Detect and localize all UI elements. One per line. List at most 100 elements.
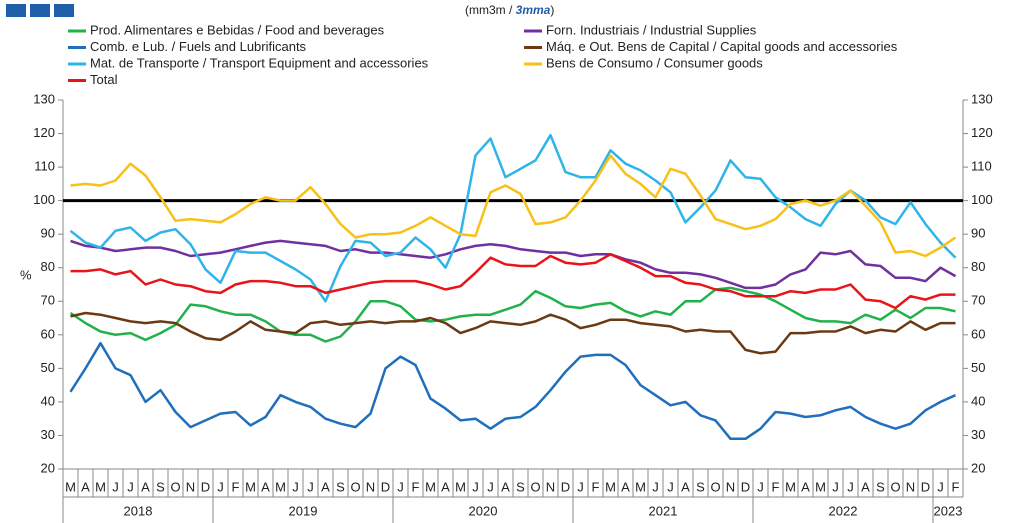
subtitle-emphasis: 3mma xyxy=(516,3,551,17)
y-tick-label: 20 xyxy=(41,460,55,475)
series-line xyxy=(69,286,956,343)
x-tick-label: O xyxy=(350,479,360,494)
x-tick-label: M xyxy=(95,479,106,494)
x-tick-label: J xyxy=(292,479,299,494)
x-tick-label: J xyxy=(757,479,764,494)
x-tick-label: J xyxy=(937,479,944,494)
x-tick-label: A xyxy=(681,479,690,494)
x-tick-label: A xyxy=(801,479,810,494)
x-tick-label: O xyxy=(710,479,720,494)
y-tick-label: 120 xyxy=(33,125,55,140)
x-tick-label: J xyxy=(832,479,839,494)
x-tick-label: S xyxy=(156,479,165,494)
x-tick-label: A xyxy=(141,479,150,494)
year-label: 2023 xyxy=(934,503,963,518)
legend-label: Comb. e Lub. / Fuels and Lubrificants xyxy=(90,39,307,54)
y-tick-label: 130 xyxy=(33,91,55,106)
x-tick-label: N xyxy=(186,479,195,494)
y2-tick-label: 100 xyxy=(971,192,993,207)
legend-label: Bens de Consumo / Consumer goods xyxy=(546,55,763,70)
x-tick-label: J xyxy=(847,479,854,494)
x-tick-label: F xyxy=(952,479,960,494)
y2-tick-label: 70 xyxy=(971,293,985,308)
legend-label: Forn. Industriais / Industrial Supplies xyxy=(546,22,757,37)
x-tick-label: M xyxy=(245,479,256,494)
x-tick-label: N xyxy=(546,479,555,494)
x-tick-label: N xyxy=(366,479,375,494)
year-label: 2022 xyxy=(829,503,858,518)
x-tick-label: M xyxy=(635,479,646,494)
y-tick-label: 70 xyxy=(41,293,55,308)
x-tick-label: M xyxy=(455,479,466,494)
y2-tick-label: 20 xyxy=(971,460,985,475)
header-block xyxy=(30,4,50,17)
y2-tick-label: 130 xyxy=(971,91,993,106)
y2-tick-label: 90 xyxy=(971,226,985,241)
x-tick-label: D xyxy=(561,479,570,494)
x-tick-label: F xyxy=(412,479,420,494)
x-tick-label: F xyxy=(232,479,240,494)
legend-label: Mat. de Transporte / Transport Equipment… xyxy=(90,55,429,70)
x-tick-label: J xyxy=(472,479,479,494)
y-tick-label: 30 xyxy=(41,427,55,442)
y2-tick-label: 110 xyxy=(971,159,992,174)
x-tick-label: M xyxy=(275,479,286,494)
x-tick-label: J xyxy=(487,479,494,494)
y-tick-label: 100 xyxy=(33,192,55,207)
series-line xyxy=(70,311,956,355)
y-axis-label: % xyxy=(20,267,32,282)
series-line xyxy=(70,253,956,310)
x-tick-label: O xyxy=(170,479,180,494)
series-line xyxy=(69,341,957,441)
x-tick-label: S xyxy=(696,479,705,494)
y2-tick-label: 40 xyxy=(971,393,985,408)
year-label: 2019 xyxy=(289,503,318,518)
series-line xyxy=(70,239,957,290)
x-tick-label: D xyxy=(921,479,930,494)
y-tick-label: 60 xyxy=(41,326,55,341)
series-line xyxy=(69,133,957,303)
year-label: 2018 xyxy=(124,503,153,518)
header-block xyxy=(6,4,26,17)
y2-tick-label: 30 xyxy=(971,427,985,442)
x-tick-label: M xyxy=(785,479,796,494)
x-tick-label: S xyxy=(876,479,885,494)
subtitle: (mm3m / 3mma) xyxy=(465,3,554,17)
x-tick-label: A xyxy=(861,479,870,494)
x-tick-label: D xyxy=(201,479,210,494)
x-tick-label: O xyxy=(530,479,540,494)
x-tick-label: A xyxy=(261,479,270,494)
x-tick-label: J xyxy=(397,479,404,494)
x-tick-label: M xyxy=(605,479,616,494)
x-tick-label: O xyxy=(890,479,900,494)
x-tick-label: F xyxy=(772,479,780,494)
x-tick-label: A xyxy=(321,479,330,494)
x-tick-label: D xyxy=(381,479,390,494)
x-tick-label: J xyxy=(577,479,584,494)
x-tick-label: M xyxy=(425,479,436,494)
x-tick-label: J xyxy=(217,479,224,494)
subtitle-text: (mm3m / xyxy=(465,3,516,17)
y-tick-label: 40 xyxy=(41,393,55,408)
y-tick-label: 80 xyxy=(41,259,55,274)
y2-tick-label: 80 xyxy=(971,259,985,274)
x-tick-label: M xyxy=(65,479,76,494)
y-tick-label: 50 xyxy=(41,360,55,375)
legend-label: Máq. e Out. Bens de Capital / Capital go… xyxy=(546,39,898,54)
x-tick-label: J xyxy=(112,479,119,494)
y-tick-label: 110 xyxy=(34,159,55,174)
x-tick-label: A xyxy=(441,479,450,494)
x-tick-label: A xyxy=(621,479,630,494)
y2-tick-label: 120 xyxy=(971,125,993,140)
legend-label: Total xyxy=(90,72,118,87)
x-tick-label: F xyxy=(592,479,600,494)
subtitle-text: ) xyxy=(550,3,554,17)
x-tick-label: A xyxy=(501,479,510,494)
x-tick-label: S xyxy=(516,479,525,494)
x-tick-label: D xyxy=(741,479,750,494)
header-block xyxy=(54,4,74,17)
year-label: 2020 xyxy=(469,503,498,518)
x-tick-label: J xyxy=(307,479,314,494)
y2-tick-label: 60 xyxy=(971,326,985,341)
